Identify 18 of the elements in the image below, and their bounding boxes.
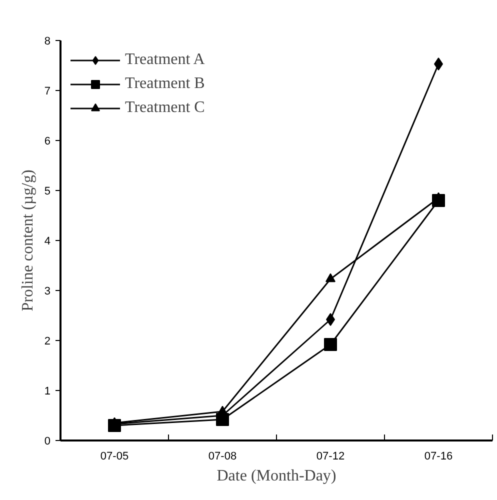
y-tick-label: 5 [44,186,51,198]
y-tick-label: 1 [44,386,51,398]
y-tick-label: 8 [44,36,51,48]
y-tick-label: 2 [44,336,51,348]
x-tick-label: 07-12 [316,450,345,462]
x-tick-label: 07-08 [208,450,237,462]
y-tick-label: 0 [44,436,51,448]
legend-label: Treatment B [125,75,205,93]
x-axis-title: Date (Month-Day) [216,468,336,484]
legend-label: Treatment C [125,99,205,117]
y-tick-label: 4 [44,236,51,248]
y-tick-label: 6 [44,136,51,148]
legend-label: Treatment A [125,51,205,69]
y-tick-label: 7 [44,86,51,98]
x-tick-label: 07-05 [100,450,129,462]
x-tick-label: 07-16 [424,450,453,462]
y-axis-title: Proline content (µg/g) [19,170,36,312]
y-tick-label: 3 [44,286,51,298]
